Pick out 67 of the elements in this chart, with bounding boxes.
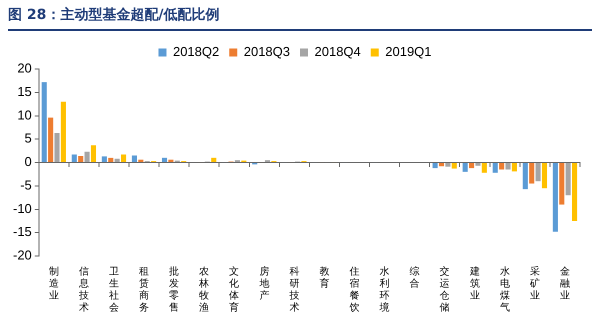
bar <box>78 156 84 162</box>
y-tick-label: 5 <box>24 130 32 146</box>
bar <box>529 163 534 184</box>
bar <box>42 82 47 162</box>
x-tick-label: 卫生社会 <box>108 266 119 314</box>
y-tick-label: 20 <box>17 60 32 76</box>
bar <box>566 163 571 196</box>
x-tick-label: 房地产 <box>258 266 270 302</box>
y-tick-label: 10 <box>17 107 32 122</box>
bar <box>492 163 498 173</box>
x-tick-label: 租赁商务 <box>139 266 150 314</box>
bar <box>522 163 528 190</box>
bar <box>114 158 120 162</box>
y-tick-label: 0 <box>24 154 32 170</box>
x-tick-label: 水利环境 <box>378 266 390 314</box>
x-tick-label: 制造业 <box>48 266 59 302</box>
x-tick-label: 信息技术 <box>78 266 89 314</box>
x-tick-label: 水电煤气 <box>500 266 510 314</box>
bar <box>482 163 487 173</box>
y-tick-label: -15 <box>12 224 32 240</box>
y-tick-label: -5 <box>20 177 32 192</box>
bar <box>108 158 114 162</box>
bar <box>536 163 541 182</box>
x-tick-label: 住宿餐饮 <box>348 266 360 314</box>
bar <box>102 156 107 162</box>
bar <box>90 145 96 162</box>
chart-title: 图 28：主动型基金超配/低配比例 <box>8 6 592 31</box>
bar <box>60 102 66 162</box>
x-tick-label: 金融业 <box>560 266 570 302</box>
bar <box>445 163 450 167</box>
x-tick-label: 采矿业 <box>528 266 540 302</box>
y-tick-label: 15 <box>17 84 32 99</box>
bar <box>132 155 137 162</box>
bar <box>211 158 216 162</box>
x-tick-label: 建筑业 <box>468 266 480 302</box>
bar <box>542 163 548 188</box>
bar <box>512 163 517 172</box>
x-tick-label: 文化体育 <box>229 266 240 314</box>
legend-label: 2018Q4 <box>314 44 361 60</box>
x-tick-label: 农林牧渔 <box>198 266 210 314</box>
bar <box>162 158 168 162</box>
x-tick-label: 综合 <box>410 266 420 290</box>
bar <box>475 163 481 166</box>
x-tick-label: 批发零售 <box>169 266 180 314</box>
bar <box>438 163 444 166</box>
x-tick-label: 教育 <box>319 266 330 290</box>
bar <box>559 163 564 205</box>
bar <box>432 163 438 168</box>
legend-label: 2018Q2 <box>172 44 220 60</box>
bar <box>552 163 558 232</box>
bar <box>84 152 90 162</box>
bar <box>462 163 468 172</box>
bar <box>469 163 474 168</box>
x-tick-label: 交运仓储 <box>440 266 450 314</box>
bar <box>499 163 504 170</box>
legend-label: 2019Q1 <box>385 44 432 60</box>
bar <box>452 163 457 169</box>
bar <box>48 118 54 162</box>
bar <box>54 133 60 162</box>
x-tick-label: 科研技术 <box>288 266 300 314</box>
bar <box>572 163 578 221</box>
bar <box>120 154 126 162</box>
bar <box>505 163 511 170</box>
legend-label: 2018Q3 <box>244 44 290 60</box>
y-tick-label: -20 <box>12 248 32 263</box>
bar <box>72 154 77 162</box>
y-tick-label: -10 <box>12 200 32 216</box>
